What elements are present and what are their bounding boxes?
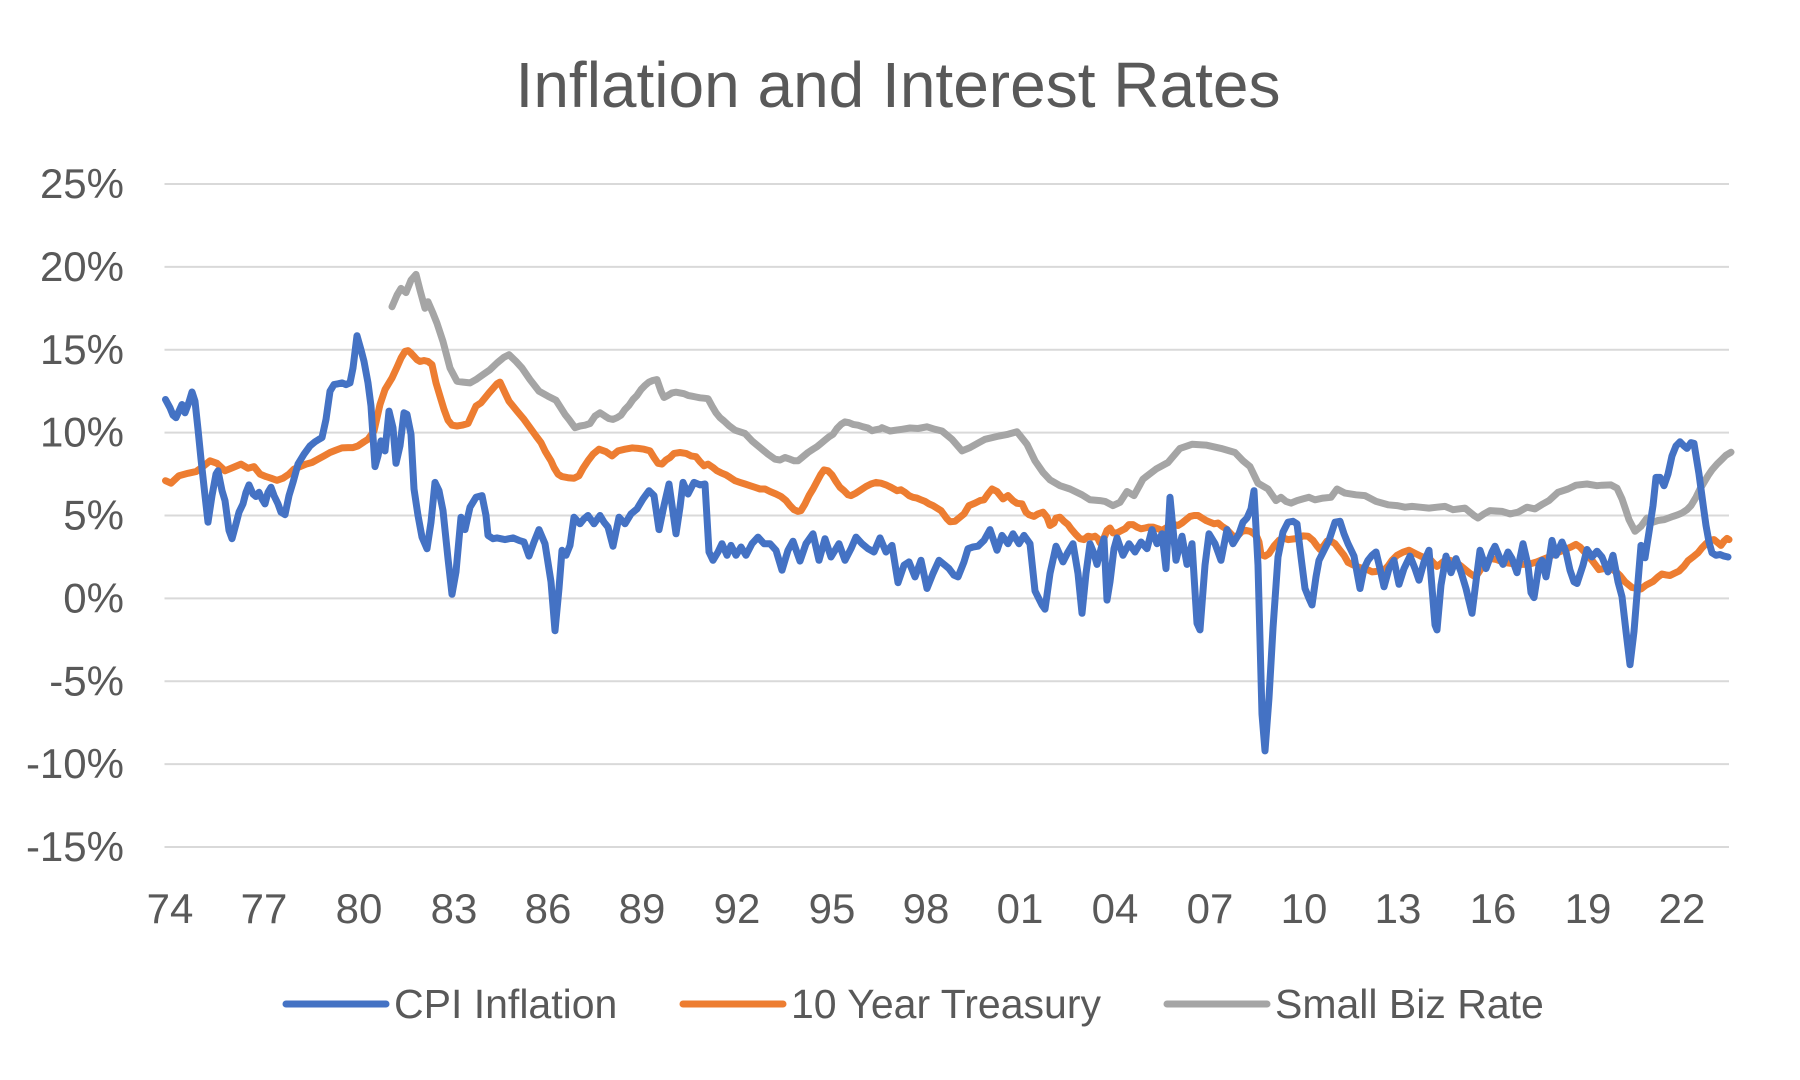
svg-text:95: 95 (809, 885, 856, 932)
svg-text:19: 19 (1565, 885, 1612, 932)
svg-text:16: 16 (1470, 885, 1517, 932)
svg-text:-5%: -5% (49, 657, 124, 704)
svg-text:0%: 0% (63, 574, 124, 621)
svg-text:Small Biz Rate: Small Biz Rate (1275, 981, 1544, 1027)
svg-text:CPI Inflation: CPI Inflation (394, 981, 617, 1027)
svg-text:07: 07 (1187, 885, 1234, 932)
svg-text:80: 80 (336, 885, 383, 932)
svg-text:01: 01 (997, 885, 1044, 932)
svg-text:-10%: -10% (26, 740, 124, 787)
svg-text:10%: 10% (40, 409, 124, 456)
svg-text:74: 74 (147, 885, 194, 932)
svg-text:98: 98 (903, 885, 950, 932)
svg-text:15%: 15% (40, 326, 124, 373)
svg-text:5%: 5% (63, 492, 124, 539)
svg-text:77: 77 (241, 885, 288, 932)
svg-text:20%: 20% (40, 243, 124, 290)
svg-text:25%: 25% (40, 160, 124, 207)
svg-text:86: 86 (525, 885, 572, 932)
svg-text:10: 10 (1281, 885, 1328, 932)
svg-text:89: 89 (619, 885, 666, 932)
svg-text:83: 83 (431, 885, 478, 932)
svg-text:10 Year Treasury: 10 Year Treasury (791, 981, 1101, 1027)
svg-text:92: 92 (714, 885, 761, 932)
svg-text:-15%: -15% (26, 823, 124, 870)
svg-text:Inflation and Interest Rates: Inflation and Interest Rates (516, 49, 1281, 121)
svg-text:04: 04 (1092, 885, 1139, 932)
svg-text:22: 22 (1659, 885, 1706, 932)
svg-text:13: 13 (1375, 885, 1422, 932)
